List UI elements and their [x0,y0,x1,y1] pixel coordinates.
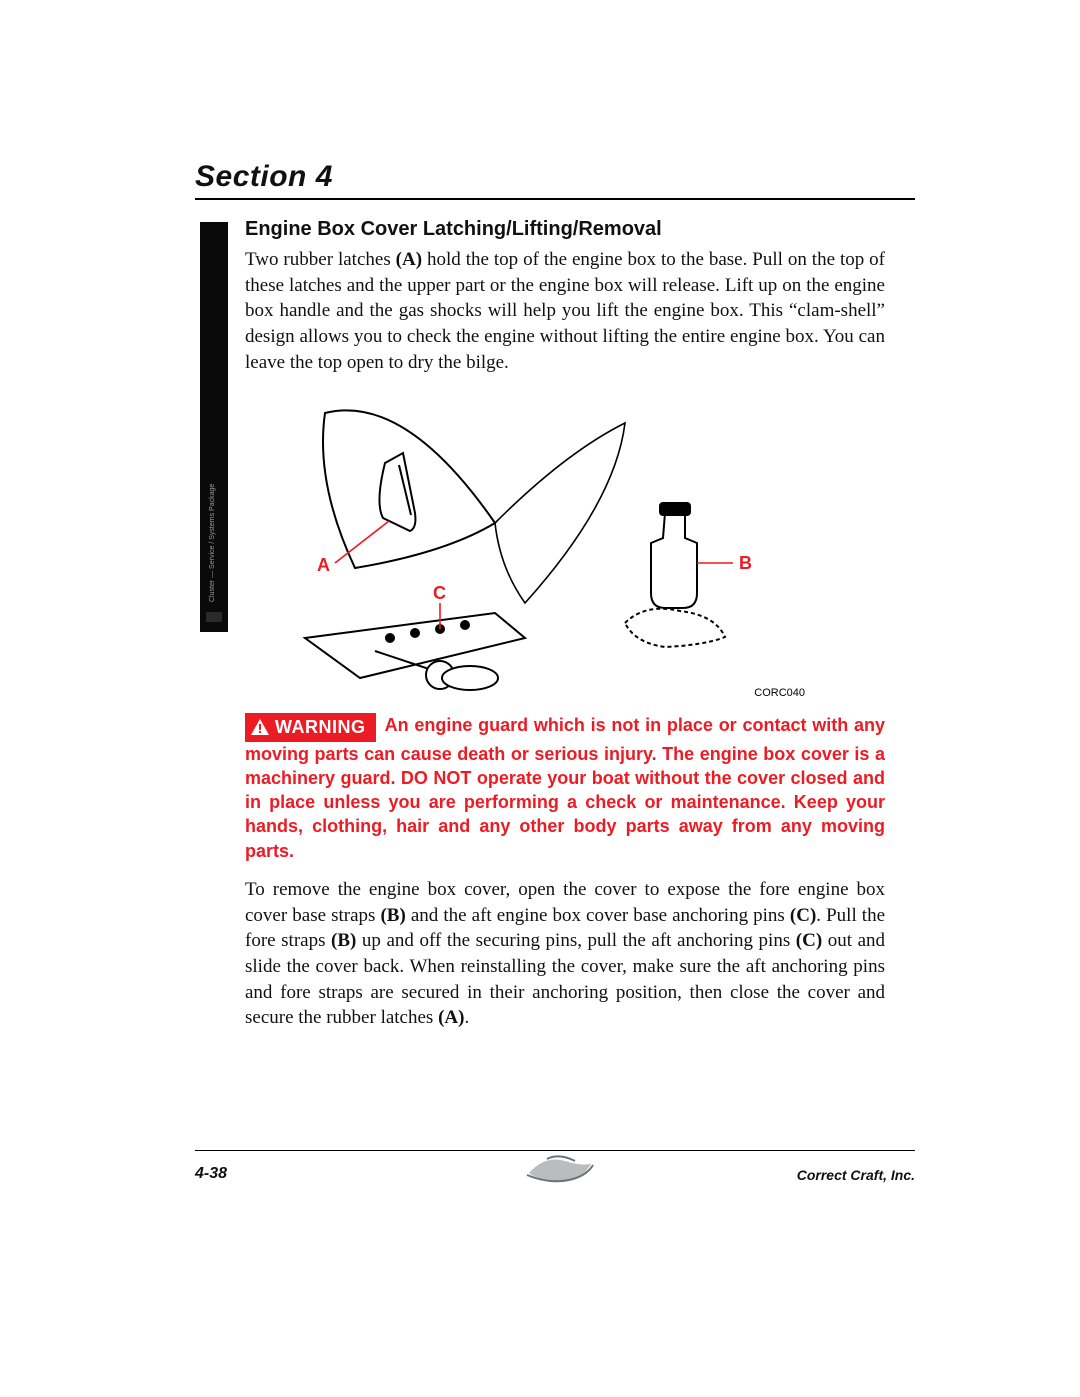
paragraph-1: Two rubber latches (A) hold the top of t… [245,247,885,375]
warning-badge: WARNING [245,713,376,741]
page-number: 4-38 [195,1165,227,1183]
footer-logo-icon [525,1151,595,1192]
figure-label-c: C [433,583,446,603]
page-footer: 4-38 Correct Craft, Inc. [195,1150,915,1194]
content-heading: Engine Box Cover Latching/Lifting/Remova… [245,218,885,241]
company-name: Correct Craft, Inc. [797,1167,915,1183]
content-column: Engine Box Cover Latching/Lifting/Remova… [245,218,885,1031]
warning-triangle-icon [251,719,269,735]
figure-label-a: A [317,555,330,575]
paragraph-2: To remove the engine box cover, open the… [245,877,885,1031]
figure-label-b: B [739,553,752,573]
warning-badge-text: WARNING [275,715,366,739]
page-body: Section 4 Engine Box Cover Latching/Lift… [195,160,915,1031]
warning-block: WARNING An engine guard which is not in … [245,713,885,863]
section-title: Section 4 [195,160,915,200]
figure: A C [265,393,825,703]
figure-code: CORC040 [754,687,805,699]
